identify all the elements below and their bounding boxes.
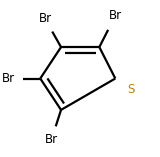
Text: S: S [128,83,135,96]
Text: Br: Br [45,133,58,146]
Text: Br: Br [39,12,52,25]
Text: Br: Br [2,72,15,85]
Text: Br: Br [109,9,122,22]
